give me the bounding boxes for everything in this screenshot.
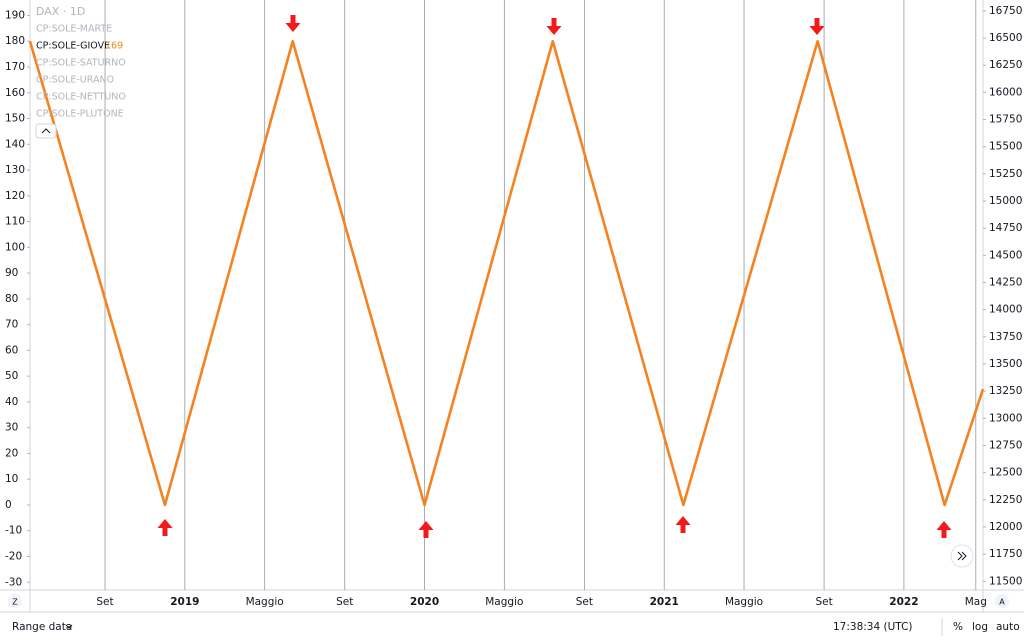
y2-tick-label: 16250: [989, 59, 1022, 71]
collapse-icon: [41, 128, 51, 134]
y2-tick-label: 15750: [989, 114, 1022, 126]
y-tick-label: 140: [5, 138, 25, 150]
y2-tick-label: 16500: [989, 32, 1022, 44]
y-tick-label: 100: [5, 241, 25, 253]
corner-button[interactable]: [8, 594, 22, 608]
legend-entry: CP:SOLE-URANO: [36, 75, 114, 86]
y2-tick-label: 15500: [989, 141, 1022, 153]
y2-tick-label: 13250: [989, 385, 1022, 397]
y-tick-label: -20: [5, 551, 22, 563]
x-tick-label: Set: [576, 596, 593, 608]
y-tick-label: 180: [5, 35, 25, 47]
legend-entry: CP:SOLE-NETTUNO: [36, 92, 126, 103]
clock: 17:38:34 (UTC): [833, 621, 913, 633]
y2-tick-label: 12000: [989, 521, 1022, 533]
y2-tick-label: 11750: [989, 548, 1022, 560]
corner-button[interactable]: [995, 594, 1009, 608]
y-tick-label: 190: [5, 9, 25, 21]
y-tick-label: 110: [5, 216, 25, 228]
scroll-icon: [957, 551, 967, 561]
symbol: DAX · 1D: [36, 5, 85, 18]
y-tick-label: 0: [5, 499, 12, 511]
legend-entry: CP:SOLE-SATURNO: [36, 58, 126, 69]
y-tick-label: 130: [5, 164, 25, 176]
legend: DAX · 1D CP:SOLE-GIOVE 169 CP:SOLE-MARTE…: [35, 5, 126, 139]
y2-tick-label: 14750: [989, 222, 1022, 234]
legend-entry: CP:SOLE-GIOVE: [36, 41, 110, 52]
auto-button[interactable]: auto: [996, 621, 1020, 633]
y-tick-label: 40: [5, 396, 18, 408]
y-tick-label: 80: [5, 293, 18, 305]
y2-tick-label: 12500: [989, 467, 1022, 479]
y-tick-label: 150: [5, 113, 25, 125]
y2-tick-label: 13000: [989, 412, 1022, 424]
y-tick-label: -10: [5, 525, 22, 537]
corner-label: A: [999, 598, 1005, 607]
range-button[interactable]: Range data: [12, 621, 72, 633]
x-tick-label: Maggio: [485, 596, 523, 608]
y2-tick-label: 15000: [989, 195, 1022, 207]
y-tick-label: -30: [5, 576, 22, 588]
y-tick-label: 10: [5, 473, 18, 485]
y2-tick-label: 16000: [989, 86, 1022, 98]
y-tick-label: 170: [5, 61, 25, 73]
y-tick-label: 20: [5, 447, 18, 459]
x-tick-label: 2022: [889, 596, 918, 608]
x-tick-label: Set: [336, 596, 353, 608]
y2-tick-label: 13500: [989, 358, 1022, 370]
y2-tick-label: 14000: [989, 304, 1022, 316]
y-tick-label: 60: [5, 344, 18, 356]
y-tick-label: 30: [5, 422, 18, 434]
x-tick-label: 2020: [410, 596, 439, 608]
y-tick-label: 70: [5, 319, 18, 331]
x-tick-label: Set: [96, 596, 113, 608]
x-tick-label: Mag: [965, 596, 987, 608]
legend-entry: CP:SOLE-PLUTONE: [36, 109, 124, 120]
y2-tick-label: 16750: [989, 5, 1022, 17]
percent-button[interactable]: %: [953, 621, 963, 633]
y-tick-label: 50: [5, 370, 18, 382]
legend-value: 169: [105, 41, 123, 52]
plot: [28, 39, 985, 507]
x-tick-label: Maggio: [246, 596, 284, 608]
y2-tick-label: 14500: [989, 249, 1022, 261]
y2-tick-label: 14250: [989, 277, 1022, 289]
y-tick-label: 90: [5, 267, 18, 279]
range-caret: [65, 624, 73, 629]
y2-tick-label: 11500: [989, 575, 1022, 587]
log-button[interactable]: log: [972, 621, 988, 633]
y2-tick-label: 12750: [989, 439, 1022, 451]
x-tick-label: Maggio: [725, 596, 763, 608]
y2-tick-label: 15250: [989, 168, 1022, 180]
series-line: [28, 39, 985, 507]
legend-entry: CP:SOLE-MARTE: [36, 24, 112, 35]
y-tick-label: 120: [5, 190, 25, 202]
x-tick-label: Set: [815, 596, 832, 608]
y-tick-label: 160: [5, 87, 25, 99]
y2-tick-label: 12250: [989, 494, 1022, 506]
y2-tick-label: 13750: [989, 331, 1022, 343]
collapse-button[interactable]: [35, 123, 57, 139]
x-tick-label: 2021: [650, 596, 679, 608]
corner-label: Z: [12, 598, 18, 607]
x-tick-label: 2019: [170, 596, 199, 608]
